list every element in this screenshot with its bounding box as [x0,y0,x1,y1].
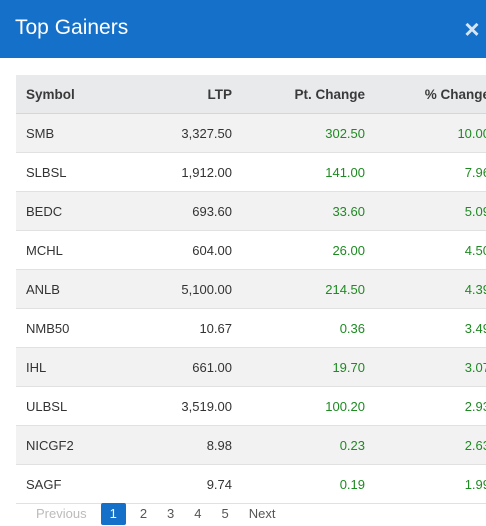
pagination-page-2[interactable]: 2 [139,506,148,521]
cell-symbol: ULBSL [16,386,128,426]
pagination-page-5[interactable]: 5 [221,506,229,521]
pagination-page-1[interactable]: 1 [100,503,126,525]
cell-pct-change: 4.39 [375,269,486,309]
cell-pt-change: 0.36 [242,308,375,348]
cell-symbol: ANLB [16,269,128,309]
cell-pt-change: 33.60 [242,191,375,231]
table-row[interactable]: SMB 3,327.50 302.50 10.00 [16,113,486,153]
cell-ltp: 5,100.00 [128,269,242,309]
cell-pct-change: 2.63 [375,425,486,465]
cell-pt-change: 19.70 [242,347,375,387]
cell-ltp: 8.98 [128,425,242,465]
cell-symbol: MCHL [16,230,128,270]
table-row[interactable]: SLBSL 1,912.00 141.00 7.96 [16,152,486,192]
cell-pt-change: 0.19 [242,464,375,504]
cell-pct-change: 4.50 [375,230,486,270]
cell-ltp: 661.00 [128,347,242,387]
cell-pct-change: 1.99 [375,464,486,504]
cell-symbol: SLBSL [16,152,128,192]
pagination-next[interactable]: Next [248,506,276,521]
cell-pt-change: 141.00 [242,152,375,192]
cell-pct-change: 7.96 [375,152,486,192]
pagination-page-3[interactable]: 3 [167,506,175,521]
cell-pt-change: 0.23 [242,425,375,465]
table-row[interactable]: ULBSL 3,519.00 100.20 2.93 [16,386,486,426]
close-icon[interactable]: × [464,14,480,44]
table-row[interactable]: SAGF 9.74 0.19 1.99 [16,464,486,504]
cell-pt-change: 26.00 [242,230,375,270]
gainers-table: Symbol LTP Pt. Change % Change SMB 3,327… [16,75,486,504]
cell-ltp: 3,327.50 [128,113,242,153]
pagination-previous[interactable]: Previous [36,506,87,521]
table-header-row: Symbol LTP Pt. Change % Change [16,75,486,114]
cell-ltp: 693.60 [128,191,242,231]
column-header-ltp[interactable]: LTP [128,75,242,114]
cell-ltp: 3,519.00 [128,386,242,426]
table-row[interactable]: ANLB 5,100.00 214.50 4.39 [16,269,486,309]
modal-header: Top Gainers × [0,0,486,58]
table-row[interactable]: MCHL 604.00 26.00 4.50 [16,230,486,270]
cell-symbol: SMB [16,113,128,153]
column-header-pt-change[interactable]: Pt. Change [242,75,375,114]
cell-ltp: 10.67 [128,308,242,348]
cell-symbol: IHL [16,347,128,387]
cell-pt-change: 100.20 [242,386,375,426]
cell-symbol: NICGF2 [16,425,128,465]
cell-ltp: 9.74 [128,464,242,504]
modal-title: Top Gainers [15,16,129,39]
table-row[interactable]: NMB50 10.67 0.36 3.49 [16,308,486,348]
cell-pt-change: 302.50 [242,113,375,153]
cell-pct-change: 3.49 [375,308,486,348]
table-row[interactable]: BEDC 693.60 33.60 5.09 [16,191,486,231]
cell-symbol: BEDC [16,191,128,231]
cell-pt-change: 214.50 [242,269,375,309]
pagination: Previous 1 2 3 4 5 Next [28,502,283,526]
cell-pct-change: 5.09 [375,191,486,231]
cell-pct-change: 3.07 [375,347,486,387]
cell-pct-change: 10.00 [375,113,486,153]
cell-ltp: 604.00 [128,230,242,270]
table-row[interactable]: IHL 661.00 19.70 3.07 [16,347,486,387]
column-header-pct-change[interactable]: % Change [375,75,486,114]
pagination-page-4[interactable]: 4 [194,506,202,521]
column-header-symbol[interactable]: Symbol [16,75,128,114]
cell-symbol: NMB50 [16,308,128,348]
gainers-table-container: Symbol LTP Pt. Change % Change SMB 3,327… [16,75,486,504]
cell-symbol: SAGF [16,464,128,504]
table-row[interactable]: NICGF2 8.98 0.23 2.63 [16,425,486,465]
cell-ltp: 1,912.00 [128,152,242,192]
cell-pct-change: 2.93 [375,386,486,426]
